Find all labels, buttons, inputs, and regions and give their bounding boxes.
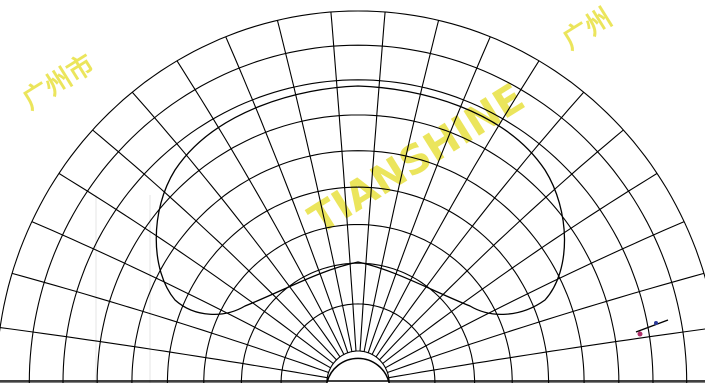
mesh-spoke xyxy=(371,60,540,355)
mesh-spoke xyxy=(31,221,331,369)
watermark-cn-left: 广州市 xyxy=(17,48,100,116)
faint-guides xyxy=(95,195,151,383)
mesh-spoke xyxy=(131,91,341,358)
mesh-ring xyxy=(280,303,436,383)
mesh-spoke xyxy=(330,11,357,352)
mesh-spoke xyxy=(385,221,685,369)
corner-marker xyxy=(635,319,669,337)
hub-arc xyxy=(326,357,390,383)
mesh-spoke xyxy=(225,36,349,353)
mesh-spoke xyxy=(387,272,705,374)
mesh-ring xyxy=(166,186,550,383)
mesh-ring xyxy=(326,350,390,383)
mesh-ring xyxy=(240,262,476,383)
mesh-lines xyxy=(0,10,705,383)
watermark-layer: 广州市 TIANSHINE 广州 xyxy=(17,3,618,244)
mesh-ring xyxy=(28,44,688,383)
mesh-spoke xyxy=(58,172,334,364)
mesh-spoke xyxy=(11,272,329,374)
mesh-ring xyxy=(203,223,513,383)
mesh-spoke xyxy=(367,36,491,353)
mesh-spoke xyxy=(359,11,386,352)
watermark-cn-right: 广州 xyxy=(558,3,618,56)
mesh-spoke xyxy=(276,20,353,352)
mesh-spoke xyxy=(363,20,440,352)
mesh-spoke xyxy=(375,91,585,358)
mesh-spoke xyxy=(0,327,328,379)
mesh-spoke xyxy=(388,328,705,379)
mesh-ring xyxy=(96,114,620,383)
mesh-spoke xyxy=(92,129,337,361)
mesh-ring xyxy=(131,150,585,383)
inner-dome-loop xyxy=(155,85,566,316)
mesh-spoke xyxy=(176,60,345,355)
mesh-ring xyxy=(62,79,654,383)
mesh-spoke xyxy=(382,172,658,364)
mesh-ring xyxy=(0,10,705,333)
mesh-spoke xyxy=(379,129,624,361)
